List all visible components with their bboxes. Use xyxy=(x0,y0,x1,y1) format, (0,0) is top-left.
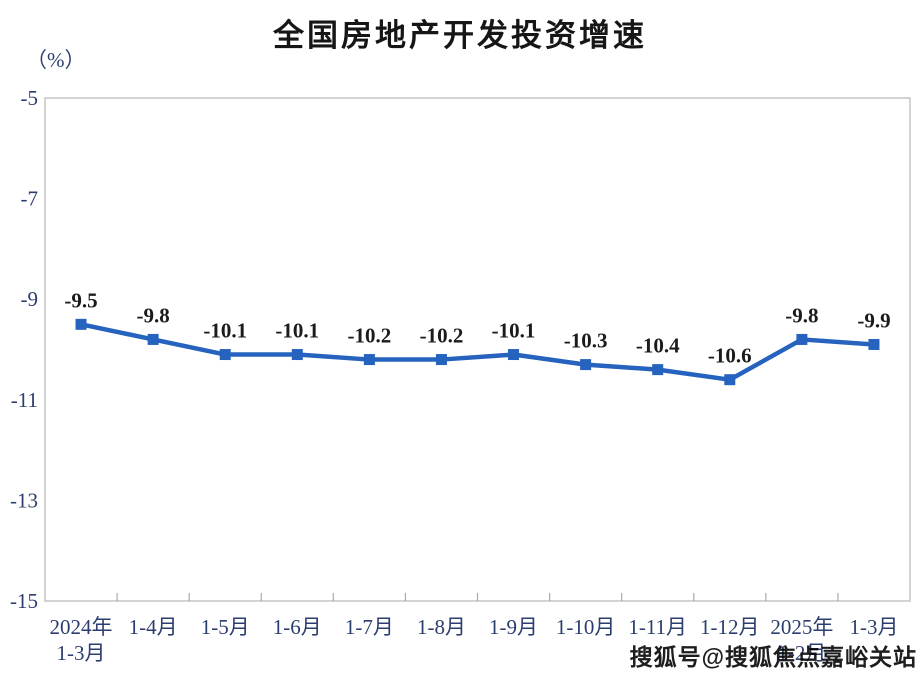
data-point-label: -9.8 xyxy=(137,303,170,327)
data-point-marker xyxy=(796,333,808,345)
x-axis-label: 1-4月 xyxy=(129,615,178,639)
data-point-marker xyxy=(291,349,303,361)
y-tick-label: -13 xyxy=(10,488,38,512)
x-axis-label: 1-12月 xyxy=(700,615,760,639)
x-axis-label: 2025年 1-2月 xyxy=(770,615,833,665)
y-tick-label: -9 xyxy=(21,287,39,311)
x-axis-label: 1-10月 xyxy=(556,615,616,639)
data-point-label: -10.6 xyxy=(708,344,752,368)
data-point-label: -10.4 xyxy=(636,334,680,358)
data-point-label: -10.2 xyxy=(420,324,464,348)
x-axis-label: 1-8月 xyxy=(417,615,466,639)
data-point-label: -10.3 xyxy=(564,329,608,353)
x-axis-label: 2024年 1-3月 xyxy=(50,615,113,665)
x-axis-label: 1-9月 xyxy=(489,615,538,639)
series-line xyxy=(78,322,877,382)
data-point-marker xyxy=(652,364,664,376)
watermark: 搜狐号@搜狐焦点嘉峪关站 xyxy=(629,644,917,670)
data-point-marker xyxy=(147,333,159,345)
data-point-marker xyxy=(868,338,880,350)
data-point-label: -9.9 xyxy=(857,308,890,332)
data-point-marker xyxy=(363,354,375,366)
data-point-marker xyxy=(75,318,87,330)
x-axis-label: 1-5月 xyxy=(201,615,250,639)
data-point-label: -10.1 xyxy=(203,319,247,343)
data-point-label: -10.1 xyxy=(492,319,536,343)
data-point-label: -9.8 xyxy=(785,303,818,327)
data-point-label: -9.5 xyxy=(64,288,97,312)
chart-title: 全国房地产开发投资增速 xyxy=(273,18,647,53)
data-point-marker xyxy=(435,354,447,366)
x-axis-label: 1-6月 xyxy=(273,615,322,639)
x-axis-label: 1-3月 xyxy=(849,615,898,639)
data-point-marker xyxy=(508,349,520,361)
y-tick-label: -11 xyxy=(11,388,38,412)
y-tick-label: -5 xyxy=(21,86,39,110)
data-point-marker xyxy=(724,374,736,386)
data-point-marker xyxy=(219,349,231,361)
data-point-label: -10.1 xyxy=(275,319,319,343)
x-axis-label: 1-11月 xyxy=(628,615,687,639)
data-point-marker xyxy=(580,359,592,371)
y-tick-label: -15 xyxy=(10,589,38,613)
x-axis-label: 1-7月 xyxy=(345,615,394,639)
data-point-label: -10.2 xyxy=(348,324,392,348)
y-axis-unit-label: （%） xyxy=(26,48,86,72)
y-tick-label: -7 xyxy=(21,187,39,211)
